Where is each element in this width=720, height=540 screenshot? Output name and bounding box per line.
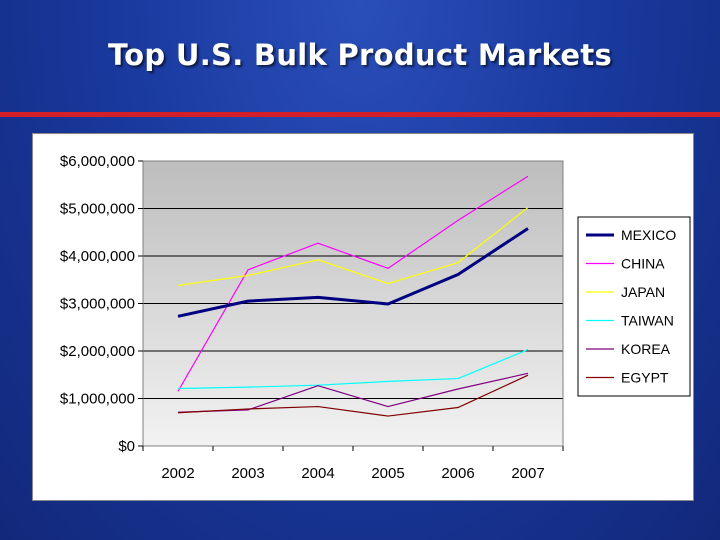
y-axis-ticks: $0 $1,000,000 $2,000,000 $3,000,000 $4,000,0…: [60, 153, 143, 455]
x-tick-label: 2007: [511, 465, 544, 482]
y-tick-label: $5,000,000: [60, 201, 135, 218]
y-tick-label: $2,000,000: [60, 343, 135, 360]
series-line-china: [177, 175, 529, 392]
legend-label: CHINA: [621, 256, 665, 272]
series-line-taiwan: [177, 349, 529, 390]
legend-label: EGYPT: [621, 370, 669, 386]
series-line-egypt: [177, 374, 529, 417]
y-tick-label: $4,000,000: [60, 248, 135, 265]
y-tick-label: $6,000,000: [60, 153, 135, 170]
legend-box: [577, 216, 691, 397]
series-line-korea: [177, 372, 529, 413]
x-tick-label: 2002: [161, 465, 194, 482]
legend-label: MEXICO: [621, 227, 676, 243]
x-axis-ticks: 2002 2003 2004 2005 2006 2007: [142, 446, 564, 482]
y-tick-label: $3,000,000: [60, 296, 135, 313]
y-tick-label: $0: [118, 438, 135, 455]
x-tick-label: 2003: [231, 465, 264, 482]
line-chart: $0 $1,000,000 $2,000,000 $3,000,000 $4,000,0…: [60, 153, 691, 482]
legend-label: KOREA: [621, 341, 671, 357]
title-divider: [0, 112, 720, 117]
x-tick-label: 2004: [301, 465, 334, 482]
legend: MEXICO CHINA JAPAN TAIWAN KOREA EGYPT: [577, 216, 691, 397]
series-line-mexico: [177, 227, 529, 318]
series-line-japan: [177, 207, 529, 287]
y-tick-label: $1,000,000: [60, 391, 135, 408]
legend-label: TAIWAN: [621, 313, 674, 329]
x-tick-label: 2005: [371, 465, 404, 482]
x-tick-label: 2006: [441, 465, 474, 482]
legend-label: JAPAN: [621, 284, 665, 300]
series-lines: [177, 175, 529, 417]
chart-panel: $0 $1,000,000 $2,000,000 $3,000,000 $4,000,0…: [32, 133, 694, 501]
slide-title: Top U.S. Bulk Product Markets: [107, 38, 613, 72]
